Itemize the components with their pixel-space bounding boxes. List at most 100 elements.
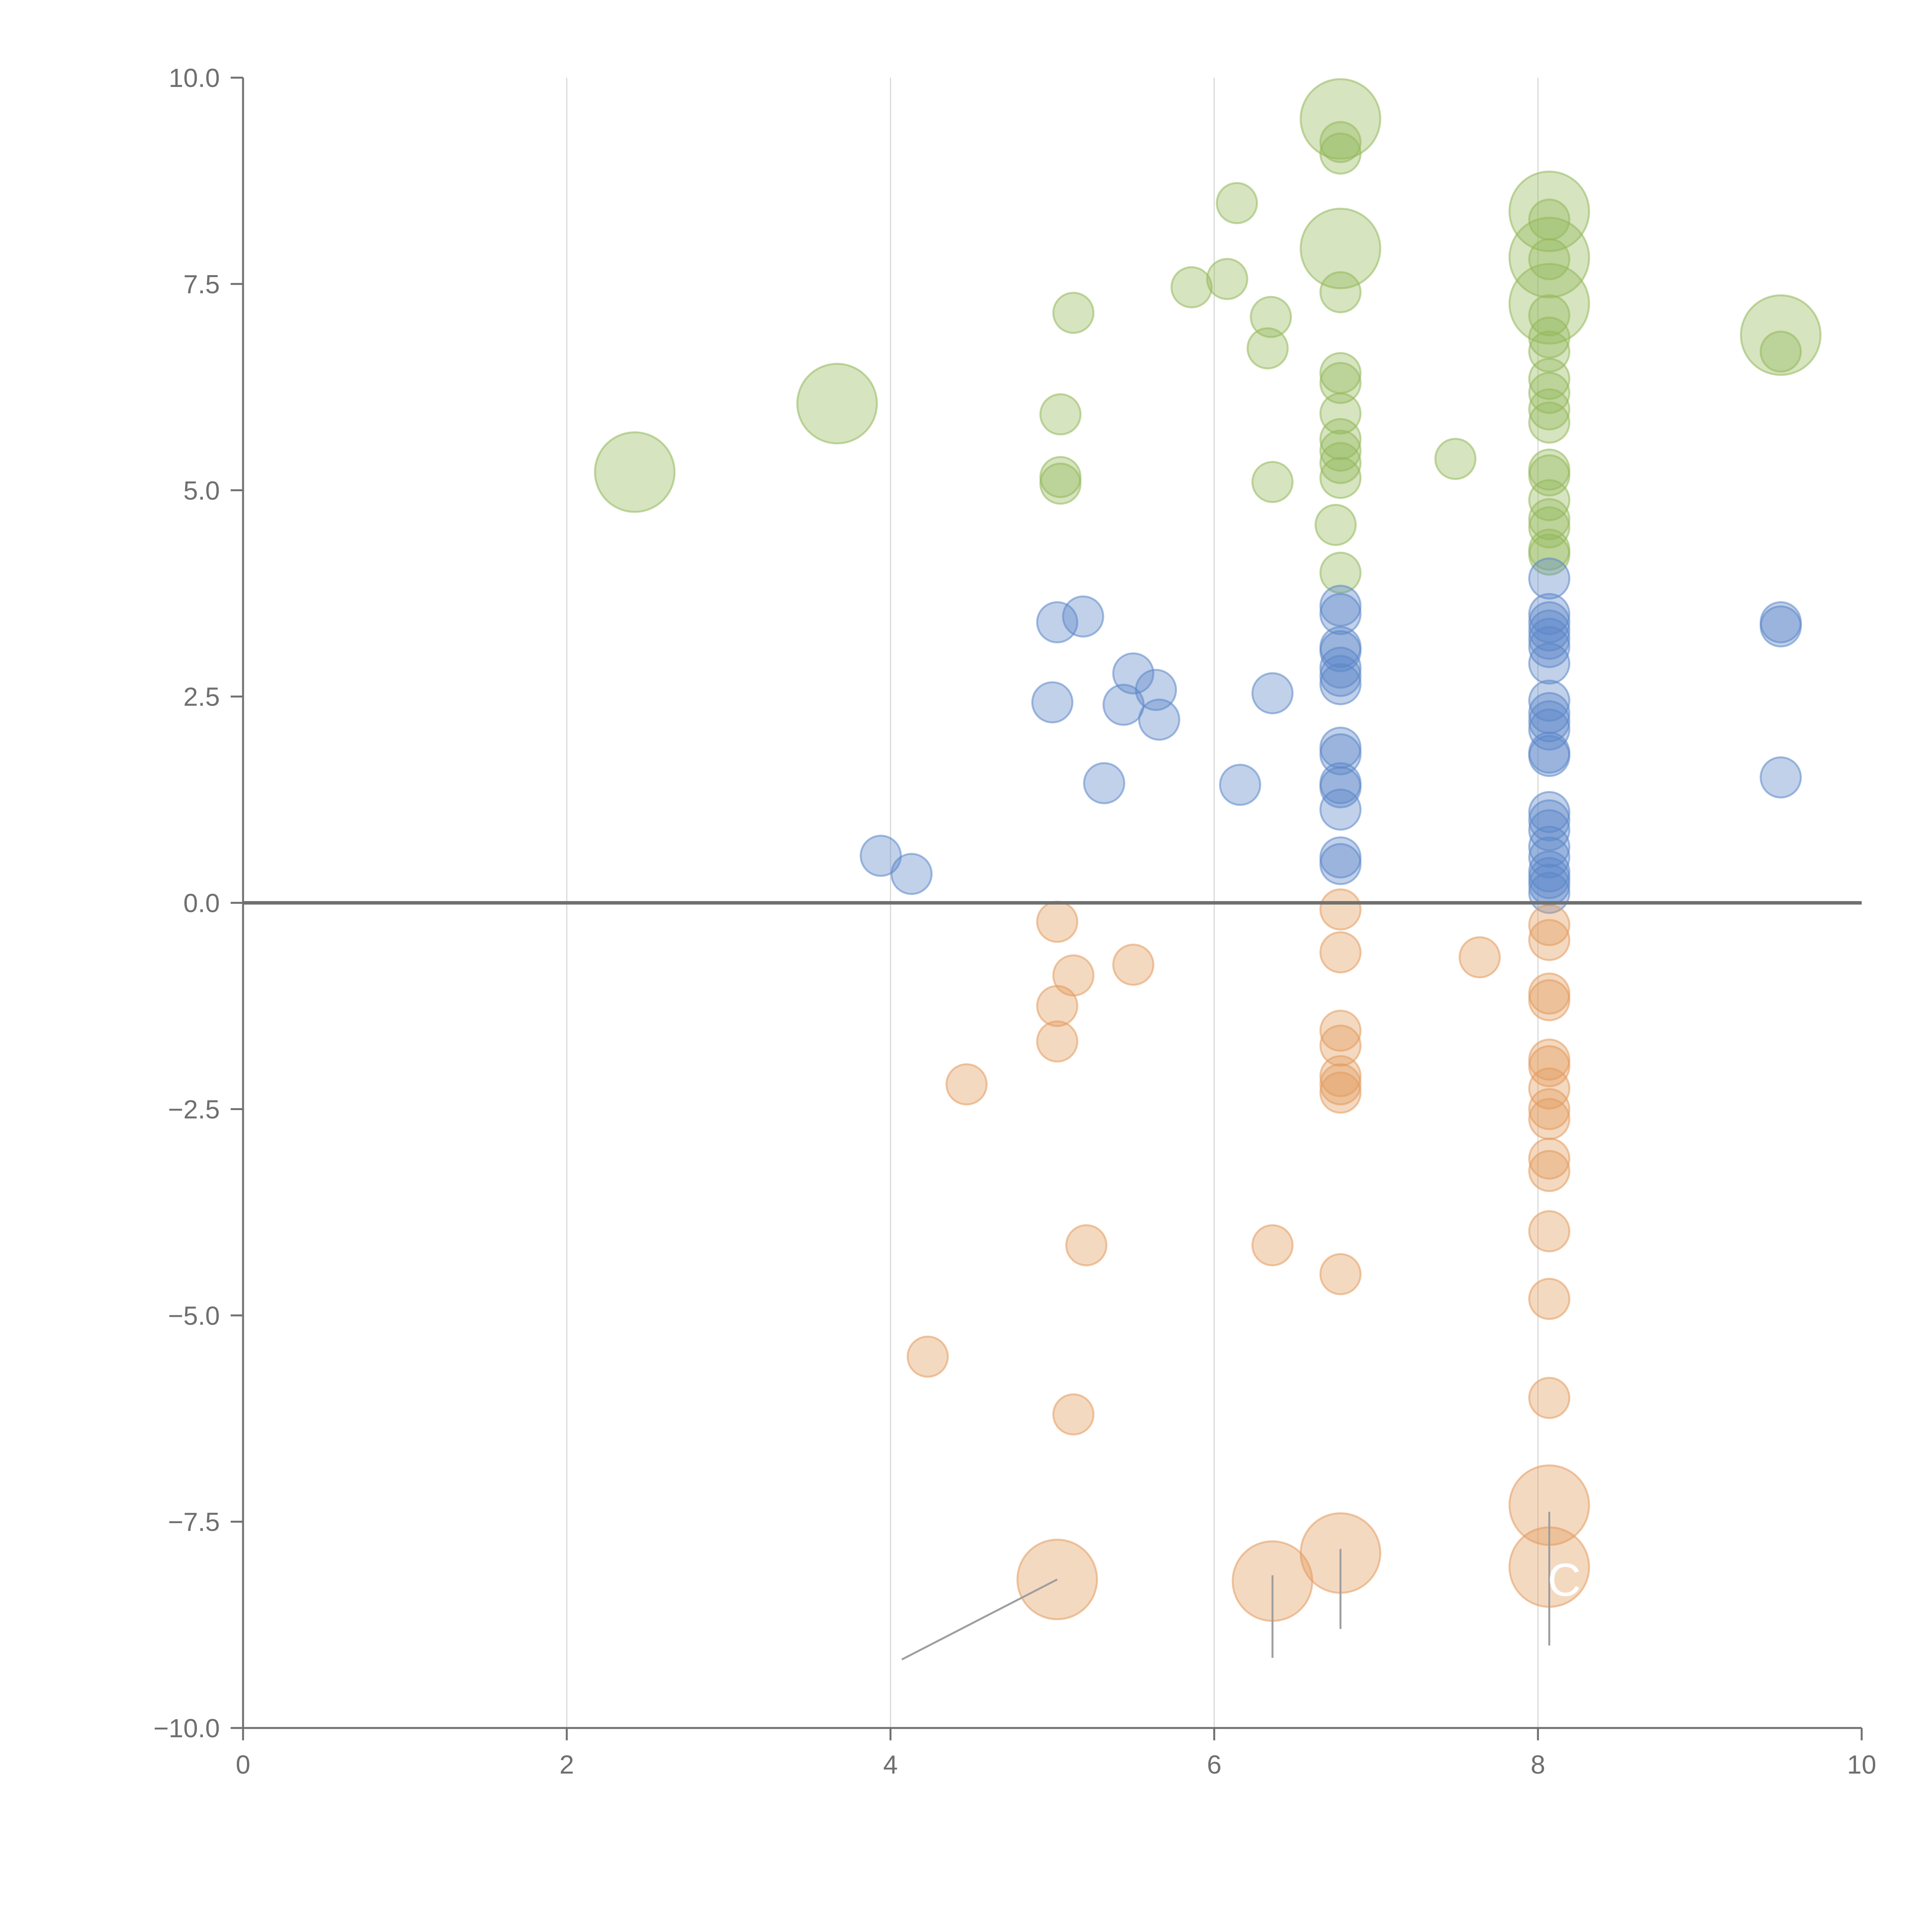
orange-bubble [1528, 979, 1571, 1021]
y-tick-label: 0.0 [183, 889, 220, 918]
orange-bubble [1319, 1010, 1362, 1052]
green-bubble [1509, 170, 1590, 252]
blue-bubble [1112, 652, 1155, 695]
orange-bubble [1528, 1210, 1571, 1252]
leader-line [901, 1578, 1058, 1660]
green-bubble [1039, 393, 1082, 435]
orange-bubble [1319, 888, 1362, 931]
y-tick-label: −2.5 [168, 1095, 220, 1124]
green-bubble [1206, 258, 1248, 300]
y-axis-ticks: 10.0 7.5 5.0 2.5 0.0 −2.5 −5.0 −7.5 −10.0 [153, 63, 243, 1743]
axes [242, 78, 1862, 1729]
blue-bubble [1760, 605, 1802, 648]
orange-bubble [1052, 1393, 1095, 1436]
x-tick-label: 4 [883, 1750, 898, 1779]
green-bubble [1528, 388, 1571, 430]
green-bubble [1319, 121, 1362, 163]
orange-bubble [1528, 919, 1571, 961]
green-bubble [1528, 357, 1571, 400]
blue-bubble [1138, 698, 1180, 741]
orange-bubble [1528, 904, 1571, 946]
orange-bubble [1528, 1138, 1571, 1180]
green-bubble [1039, 463, 1082, 505]
blue-bubble [1319, 630, 1362, 672]
green-bubble [1052, 292, 1095, 334]
green-bubble [796, 363, 878, 445]
green-bubble [1509, 263, 1590, 345]
blue-bubble [1528, 825, 1571, 868]
green-bubble [1319, 457, 1362, 499]
green-bubble [1319, 442, 1362, 484]
orange-bubble [1319, 1071, 1362, 1114]
green-bubble [1251, 461, 1294, 503]
orange-bubble [1528, 1377, 1571, 1419]
green-bubble [1319, 362, 1362, 404]
x-tick-label: 10 [1847, 1750, 1876, 1779]
green-bubble [1528, 533, 1571, 576]
green-bubble [1528, 372, 1571, 414]
orange-bubble [1528, 1098, 1571, 1140]
green-bubble [1250, 296, 1292, 338]
blue-bubble [1083, 762, 1126, 804]
x-tick-label: 0 [236, 1750, 250, 1779]
orange-bubble [906, 1335, 949, 1378]
y-tick-label: 7.5 [183, 270, 220, 299]
blue-bubble [1528, 626, 1571, 668]
x-tick-label: 2 [560, 1750, 574, 1779]
orange-bubble [1065, 1224, 1107, 1267]
blue-bubble [1251, 672, 1294, 714]
orange-bubble [1528, 1088, 1571, 1130]
blue-bubble [1319, 843, 1362, 885]
y-tick-label: 10.0 [169, 63, 220, 93]
y-tick-label: −5.0 [168, 1301, 220, 1330]
green-bubble [1528, 198, 1571, 241]
callout-label: C [1548, 1554, 1581, 1606]
green-bubble [1760, 330, 1802, 373]
green-bubble [1319, 271, 1362, 313]
green-bubble [1528, 294, 1571, 337]
green-bubble [1299, 207, 1381, 289]
orange-bubble [945, 1063, 988, 1105]
callout-leader-lines [901, 1512, 1551, 1660]
orange-bubble [1528, 1278, 1571, 1320]
green-bubble [1315, 503, 1357, 546]
orange-bubble [1319, 931, 1362, 974]
green-bubble [1434, 438, 1477, 480]
orange-bubble [1251, 1224, 1294, 1267]
x-tick-label: 8 [1531, 1750, 1545, 1779]
blue-bubble [890, 853, 933, 895]
green-bubble [1528, 401, 1571, 444]
green-bubble [1319, 392, 1362, 435]
green-bubble [1319, 418, 1362, 460]
orange-bubble [1319, 1024, 1362, 1067]
orange-bubble [1036, 1020, 1078, 1063]
green-bubble [1170, 266, 1213, 308]
green-bubble [1528, 454, 1571, 497]
blue-bubble [1036, 601, 1078, 643]
orange-bubble [1036, 901, 1078, 943]
orange-bubble [1112, 944, 1155, 986]
orange-bubble [1052, 954, 1095, 997]
blue-bubble [1319, 733, 1362, 776]
blue-bubble [1319, 593, 1362, 635]
x-axis-ticks: 0 2 4 6 8 10 [236, 1728, 1876, 1779]
green-bubble [1216, 182, 1258, 224]
blue-bubble [1219, 764, 1261, 806]
blue-bubble [1319, 663, 1362, 706]
bubble-series [594, 78, 1822, 1622]
blue-bubble [1031, 681, 1073, 724]
green-bubble [1319, 132, 1362, 175]
blue-bubble [1319, 788, 1362, 831]
orange-bubble [1319, 1253, 1362, 1295]
y-tick-label: 5.0 [183, 476, 220, 505]
x-tick-label: 6 [1207, 1750, 1221, 1779]
orange-bubble [1528, 1150, 1571, 1192]
green-bubble [594, 431, 676, 513]
green-bubble [1509, 217, 1590, 299]
blue-bubble [1319, 766, 1362, 809]
blue-bubble [1528, 735, 1571, 777]
y-tick-label: −10.0 [153, 1714, 220, 1743]
orange-bubble [1458, 936, 1501, 978]
blue-bubble [1528, 642, 1571, 685]
